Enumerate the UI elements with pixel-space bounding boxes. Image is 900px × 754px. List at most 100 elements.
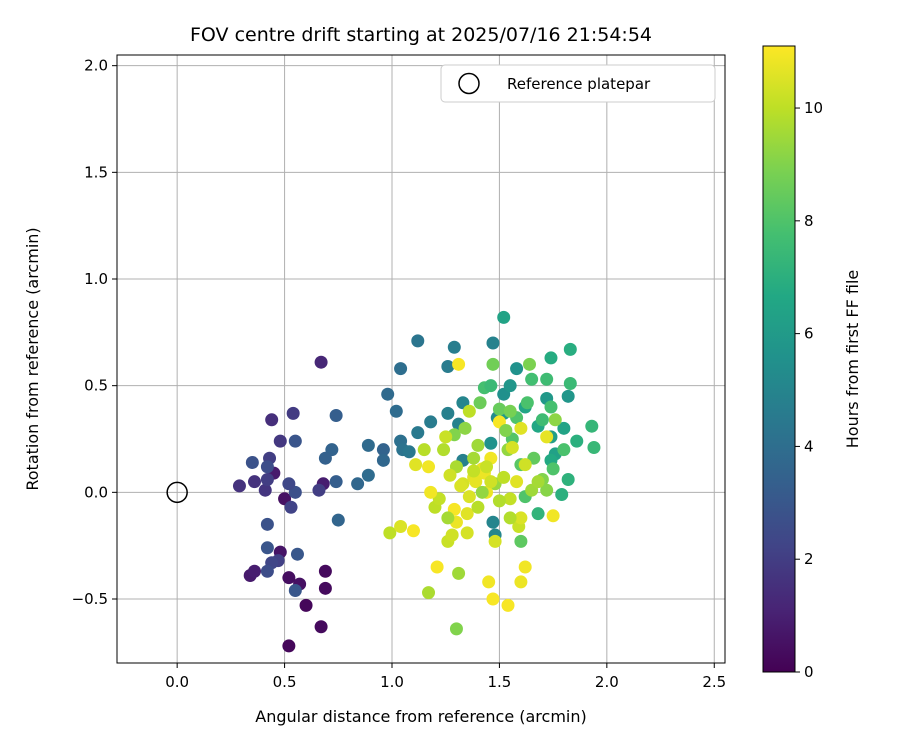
scatter-point bbox=[282, 477, 296, 491]
scatter-point bbox=[449, 622, 463, 636]
scatter-point bbox=[482, 575, 496, 589]
x-tick-label: 2.0 bbox=[595, 673, 619, 691]
scatter-point bbox=[381, 387, 395, 401]
scatter-point bbox=[548, 413, 562, 427]
colorbar-tick-label: 4 bbox=[804, 437, 814, 455]
scatter-point bbox=[510, 362, 524, 376]
scatter-point bbox=[437, 443, 451, 457]
scatter-point bbox=[422, 586, 436, 600]
scatter-point bbox=[492, 494, 506, 508]
scatter-point bbox=[462, 490, 476, 504]
legend-label: Reference platepar bbox=[507, 75, 651, 93]
x-tick-label: 0.5 bbox=[273, 673, 297, 691]
scatter-point bbox=[497, 470, 511, 484]
scatter-point bbox=[522, 357, 536, 371]
scatter-point bbox=[499, 423, 513, 437]
scatter-point bbox=[540, 430, 554, 444]
legend-box bbox=[440, 64, 716, 103]
colorbar-tick-label: 10 bbox=[804, 99, 823, 117]
scatter-point bbox=[260, 517, 274, 531]
scatter-point bbox=[318, 564, 332, 578]
scatter-point bbox=[486, 336, 500, 350]
y-axis-ticks: −0.5 0.0 0.5 1.0 1.5 2.0 bbox=[72, 57, 117, 608]
y-gridlines bbox=[117, 65, 725, 600]
scatter-point bbox=[501, 598, 515, 612]
scatter-point bbox=[406, 524, 420, 538]
scatter-point bbox=[484, 475, 498, 489]
x-tick-label: 1.5 bbox=[487, 673, 511, 691]
scatter-point bbox=[473, 396, 487, 410]
scatter-point bbox=[318, 581, 332, 595]
scatter-point bbox=[514, 421, 528, 435]
scatter-point bbox=[505, 441, 519, 455]
scatter-point bbox=[383, 526, 397, 540]
scatter-point bbox=[480, 460, 494, 474]
scatter-point bbox=[443, 468, 457, 482]
scatter-point bbox=[258, 483, 272, 497]
chart-title: FOV centre drift starting at 2025/07/16 … bbox=[190, 24, 652, 46]
scatter-point bbox=[329, 475, 343, 489]
scatter-point bbox=[286, 406, 300, 420]
scatter-point bbox=[424, 415, 438, 429]
scatter-point bbox=[486, 592, 500, 606]
scatter-point bbox=[563, 342, 577, 356]
scatter-point bbox=[544, 400, 558, 414]
scatter-point bbox=[394, 362, 408, 376]
scatter-point bbox=[587, 441, 601, 455]
scatter-point bbox=[452, 357, 466, 371]
scatter-point bbox=[312, 483, 326, 497]
scatter-point bbox=[452, 566, 466, 580]
scatter-point bbox=[318, 451, 332, 465]
scatter-point bbox=[585, 419, 599, 433]
scatter-point bbox=[514, 575, 528, 589]
scatter-point bbox=[540, 372, 554, 386]
scatter-point bbox=[445, 528, 459, 542]
scatter-point bbox=[484, 436, 498, 450]
colorbar-gradient bbox=[763, 46, 795, 672]
scatter-point bbox=[439, 430, 453, 444]
y-tick-label: 0.0 bbox=[84, 483, 108, 501]
colorbar-frame bbox=[762, 45, 796, 673]
colorbar-tick-label: 8 bbox=[804, 212, 814, 230]
colorbar-tick-label: 6 bbox=[804, 325, 814, 343]
scatter-point bbox=[430, 560, 444, 574]
x-tick-label: 0.0 bbox=[165, 673, 189, 691]
scatter-point bbox=[544, 351, 558, 365]
scatter-point bbox=[247, 564, 261, 578]
scatter-point bbox=[402, 445, 416, 459]
colorbar: 0 2 4 6 8 10 Hours from first FF file bbox=[762, 45, 862, 681]
scatter-point bbox=[531, 507, 545, 521]
y-tick-label: 1.0 bbox=[84, 270, 108, 288]
x-axis-ticks: 0.0 0.5 1.0 1.5 2.0 2.5 bbox=[165, 663, 726, 691]
scatter-point bbox=[331, 513, 345, 527]
scatter-point bbox=[299, 598, 313, 612]
scatter-point bbox=[503, 404, 517, 418]
scatter-point bbox=[561, 473, 575, 487]
scatter-point bbox=[486, 515, 500, 529]
scatter-point bbox=[467, 464, 481, 478]
scatter-point bbox=[232, 479, 246, 493]
scatter-point bbox=[503, 492, 517, 506]
scatter-point bbox=[424, 485, 438, 499]
scatter-point bbox=[486, 357, 500, 371]
plot-frame bbox=[116, 54, 726, 664]
scatter-point bbox=[561, 389, 575, 403]
scatter-point bbox=[518, 458, 532, 472]
scatter-point bbox=[518, 560, 532, 574]
scatter-point bbox=[411, 426, 425, 440]
scatter-point bbox=[260, 473, 274, 487]
scatter-points bbox=[232, 310, 601, 653]
scatter-point bbox=[245, 455, 259, 469]
scatter-point bbox=[454, 479, 468, 493]
scatter-point bbox=[557, 421, 571, 435]
scatter-point bbox=[284, 500, 298, 514]
scatter-point bbox=[497, 310, 511, 324]
scatter-point bbox=[531, 475, 545, 489]
x-gridlines bbox=[176, 55, 715, 663]
scatter-point bbox=[314, 355, 328, 369]
legend-reference-marker bbox=[458, 72, 480, 95]
scatter-point bbox=[329, 409, 343, 423]
scatter-point bbox=[376, 443, 390, 457]
scatter-point bbox=[460, 507, 474, 521]
x-tick-label: 1.0 bbox=[380, 673, 404, 691]
